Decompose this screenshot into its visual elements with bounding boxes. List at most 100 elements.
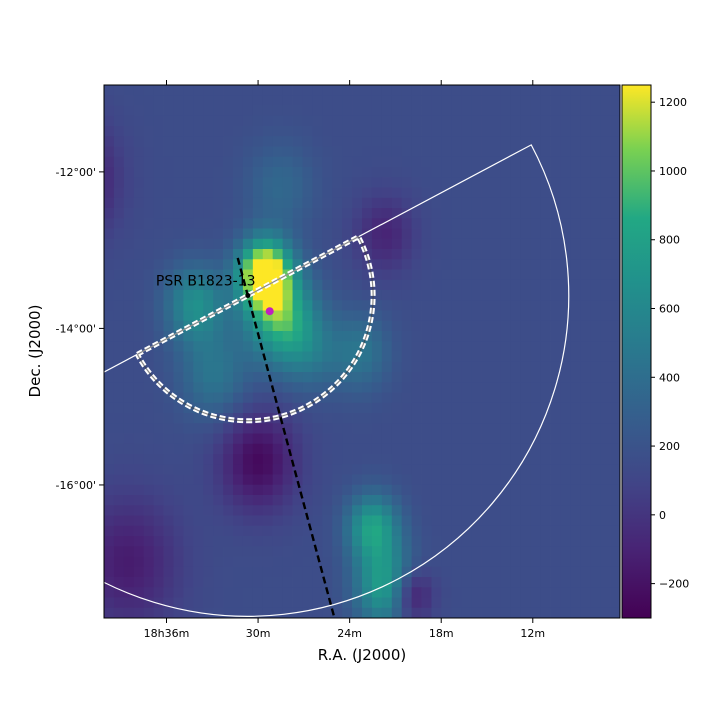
heatmap-cell	[491, 474, 502, 486]
heatmap-cell	[342, 515, 353, 527]
heatmap-cell	[193, 454, 204, 465]
heatmap-cell	[491, 177, 502, 188]
heatmap-cell	[322, 341, 333, 352]
heatmap-cell	[441, 208, 452, 219]
heatmap-cell	[153, 218, 164, 229]
heatmap-cell	[113, 300, 125, 311]
heatmap-cell	[203, 290, 214, 301]
heatmap-cell	[441, 95, 452, 106]
heatmap-cell	[491, 259, 502, 270]
heatmap-cell	[421, 474, 432, 486]
heatmap-cell	[113, 341, 125, 352]
heatmap-cell	[441, 587, 452, 598]
heatmap-cell	[520, 228, 532, 240]
heatmap-cell	[223, 607, 234, 618]
heatmap-cell	[550, 423, 561, 434]
heatmap-cell	[262, 474, 274, 486]
heatmap-cell	[431, 423, 442, 434]
heatmap-cell	[371, 607, 383, 618]
heatmap-cell	[411, 556, 422, 568]
heatmap-cell	[233, 167, 244, 178]
heatmap-cell	[352, 208, 363, 219]
heatmap-cell	[183, 474, 194, 486]
heatmap-cell	[223, 525, 234, 537]
heatmap-cell	[421, 413, 432, 424]
heatmap-cell	[173, 566, 184, 578]
heatmap-cell	[163, 218, 174, 229]
heatmap-cell	[550, 351, 561, 363]
heatmap-cell	[312, 290, 323, 301]
heatmap-cell	[610, 331, 620, 342]
heatmap-cell	[322, 361, 333, 373]
heatmap-cell	[193, 341, 204, 352]
heatmap-cell	[143, 197, 155, 209]
heatmap-cell	[441, 290, 452, 301]
heatmap-cell	[421, 126, 432, 137]
heatmap-cell	[292, 546, 303, 557]
heatmap-cell	[590, 515, 601, 527]
heatmap-cell	[272, 423, 284, 434]
heatmap-cell	[352, 423, 363, 434]
heatmap-cell	[381, 269, 393, 281]
heatmap-cell	[391, 105, 403, 117]
heatmap-cell	[262, 495, 274, 506]
heatmap-cell	[163, 208, 174, 219]
heatmap-cell	[510, 279, 522, 291]
heatmap-cell	[580, 259, 591, 270]
heatmap-cell	[441, 464, 452, 475]
heatmap-cell	[401, 361, 413, 373]
heatmap-cell	[461, 341, 472, 352]
heatmap-cell	[540, 607, 551, 618]
heatmap-cell	[282, 208, 293, 219]
heatmap-cell	[471, 392, 482, 404]
heatmap-cell	[332, 177, 343, 188]
heatmap-cell	[292, 177, 303, 188]
heatmap-cell	[193, 515, 204, 527]
heatmap-cell	[471, 577, 482, 588]
heatmap-cell	[461, 331, 472, 342]
heatmap-cell	[292, 167, 303, 178]
heatmap-cell	[272, 259, 284, 270]
heatmap-cell	[441, 218, 452, 229]
heatmap-cell	[213, 443, 224, 455]
heatmap-cell	[391, 413, 403, 424]
heatmap-cell	[600, 443, 611, 455]
heatmap-cell	[540, 402, 551, 414]
heatmap-cell	[133, 392, 145, 404]
heatmap-cell	[391, 146, 403, 158]
heatmap-cell	[471, 115, 482, 127]
heatmap-cell	[143, 269, 155, 281]
heatmap-cell	[520, 361, 532, 373]
heatmap-cell	[481, 556, 492, 568]
heatmap-cell	[570, 577, 581, 588]
heatmap-cell	[292, 238, 303, 250]
heatmap-cell	[391, 484, 403, 496]
heatmap-cell	[491, 546, 502, 557]
heatmap-cell	[610, 341, 620, 352]
heatmap-cell	[451, 156, 462, 168]
heatmap-cell	[471, 208, 482, 219]
heatmap-cell	[352, 249, 363, 260]
heatmap-cell	[252, 259, 264, 270]
heatmap-cell	[431, 136, 442, 147]
heatmap-cell	[292, 474, 303, 486]
heatmap-cell	[411, 218, 422, 229]
heatmap-cell	[600, 372, 611, 383]
heatmap-cell	[421, 536, 432, 547]
heatmap-cell	[411, 300, 422, 311]
heatmap-cell	[590, 484, 601, 496]
heatmap-cell	[352, 290, 363, 301]
heatmap-cell	[133, 238, 145, 250]
heatmap-cell	[213, 382, 224, 393]
heatmap-cell	[570, 587, 581, 598]
heatmap-cell	[391, 115, 403, 127]
heatmap-cell	[550, 464, 561, 475]
heatmap-cell	[223, 279, 234, 291]
heatmap-cell	[411, 495, 422, 506]
heatmap-cell	[451, 238, 462, 250]
heatmap-cell	[540, 331, 551, 342]
heatmap-cell	[471, 495, 482, 506]
heatmap-cell	[362, 341, 373, 352]
heatmap-cell	[242, 566, 254, 578]
heatmap-cell	[173, 546, 184, 557]
